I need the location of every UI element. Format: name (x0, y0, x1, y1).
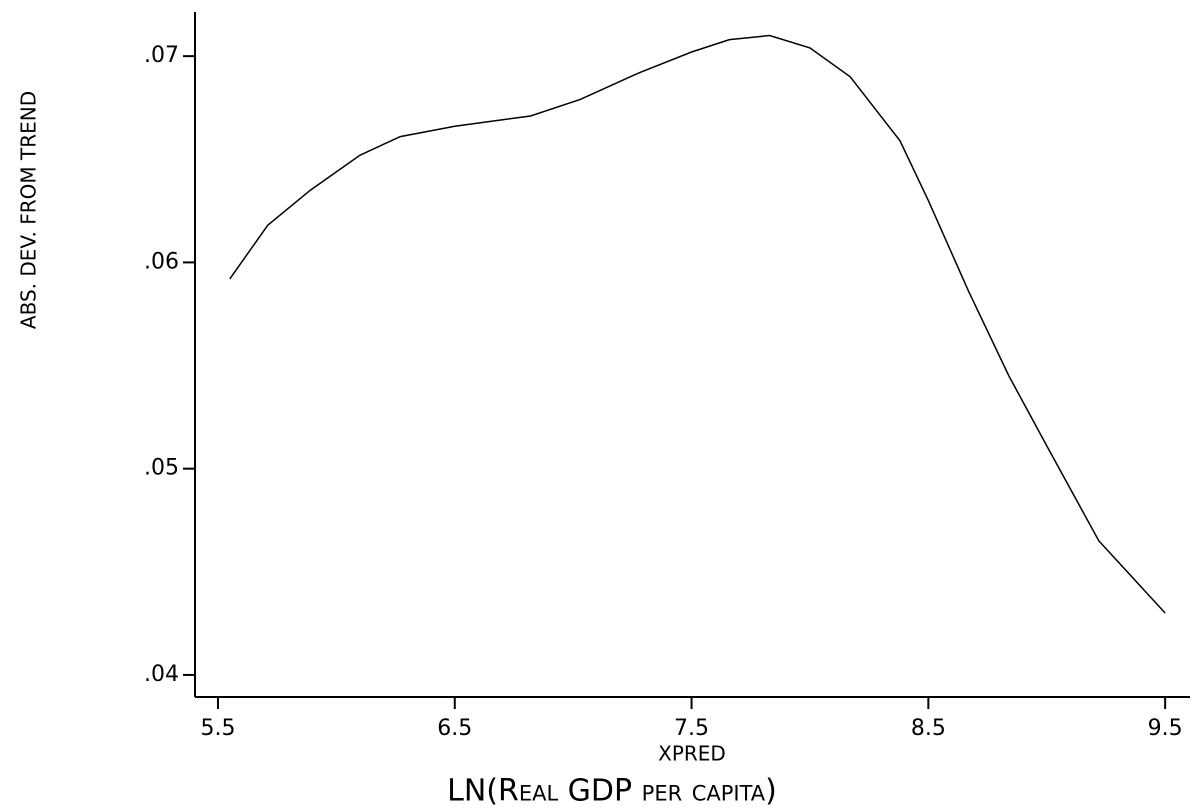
line (229, 34, 1166, 614)
x-axis-title: LN(Real GDP per capita) (447, 774, 777, 809)
x-tick-label: 9.5 (1148, 716, 1183, 741)
y-tick-label: .07 (144, 43, 179, 68)
x-tick-label: 5.5 (200, 716, 235, 741)
x-tick-label: 8.5 (911, 716, 946, 741)
x-axis-label: XPRED (658, 742, 726, 766)
y-axis-label: ABS. DEV. FROM TREND (17, 91, 41, 329)
y-tick-label: .05 (144, 456, 179, 481)
x-tick-label: 6.5 (437, 716, 472, 741)
x-tick-label: 7.5 (674, 716, 709, 741)
y-tick-label: .04 (144, 662, 179, 687)
y-tick-label: .06 (144, 249, 179, 274)
